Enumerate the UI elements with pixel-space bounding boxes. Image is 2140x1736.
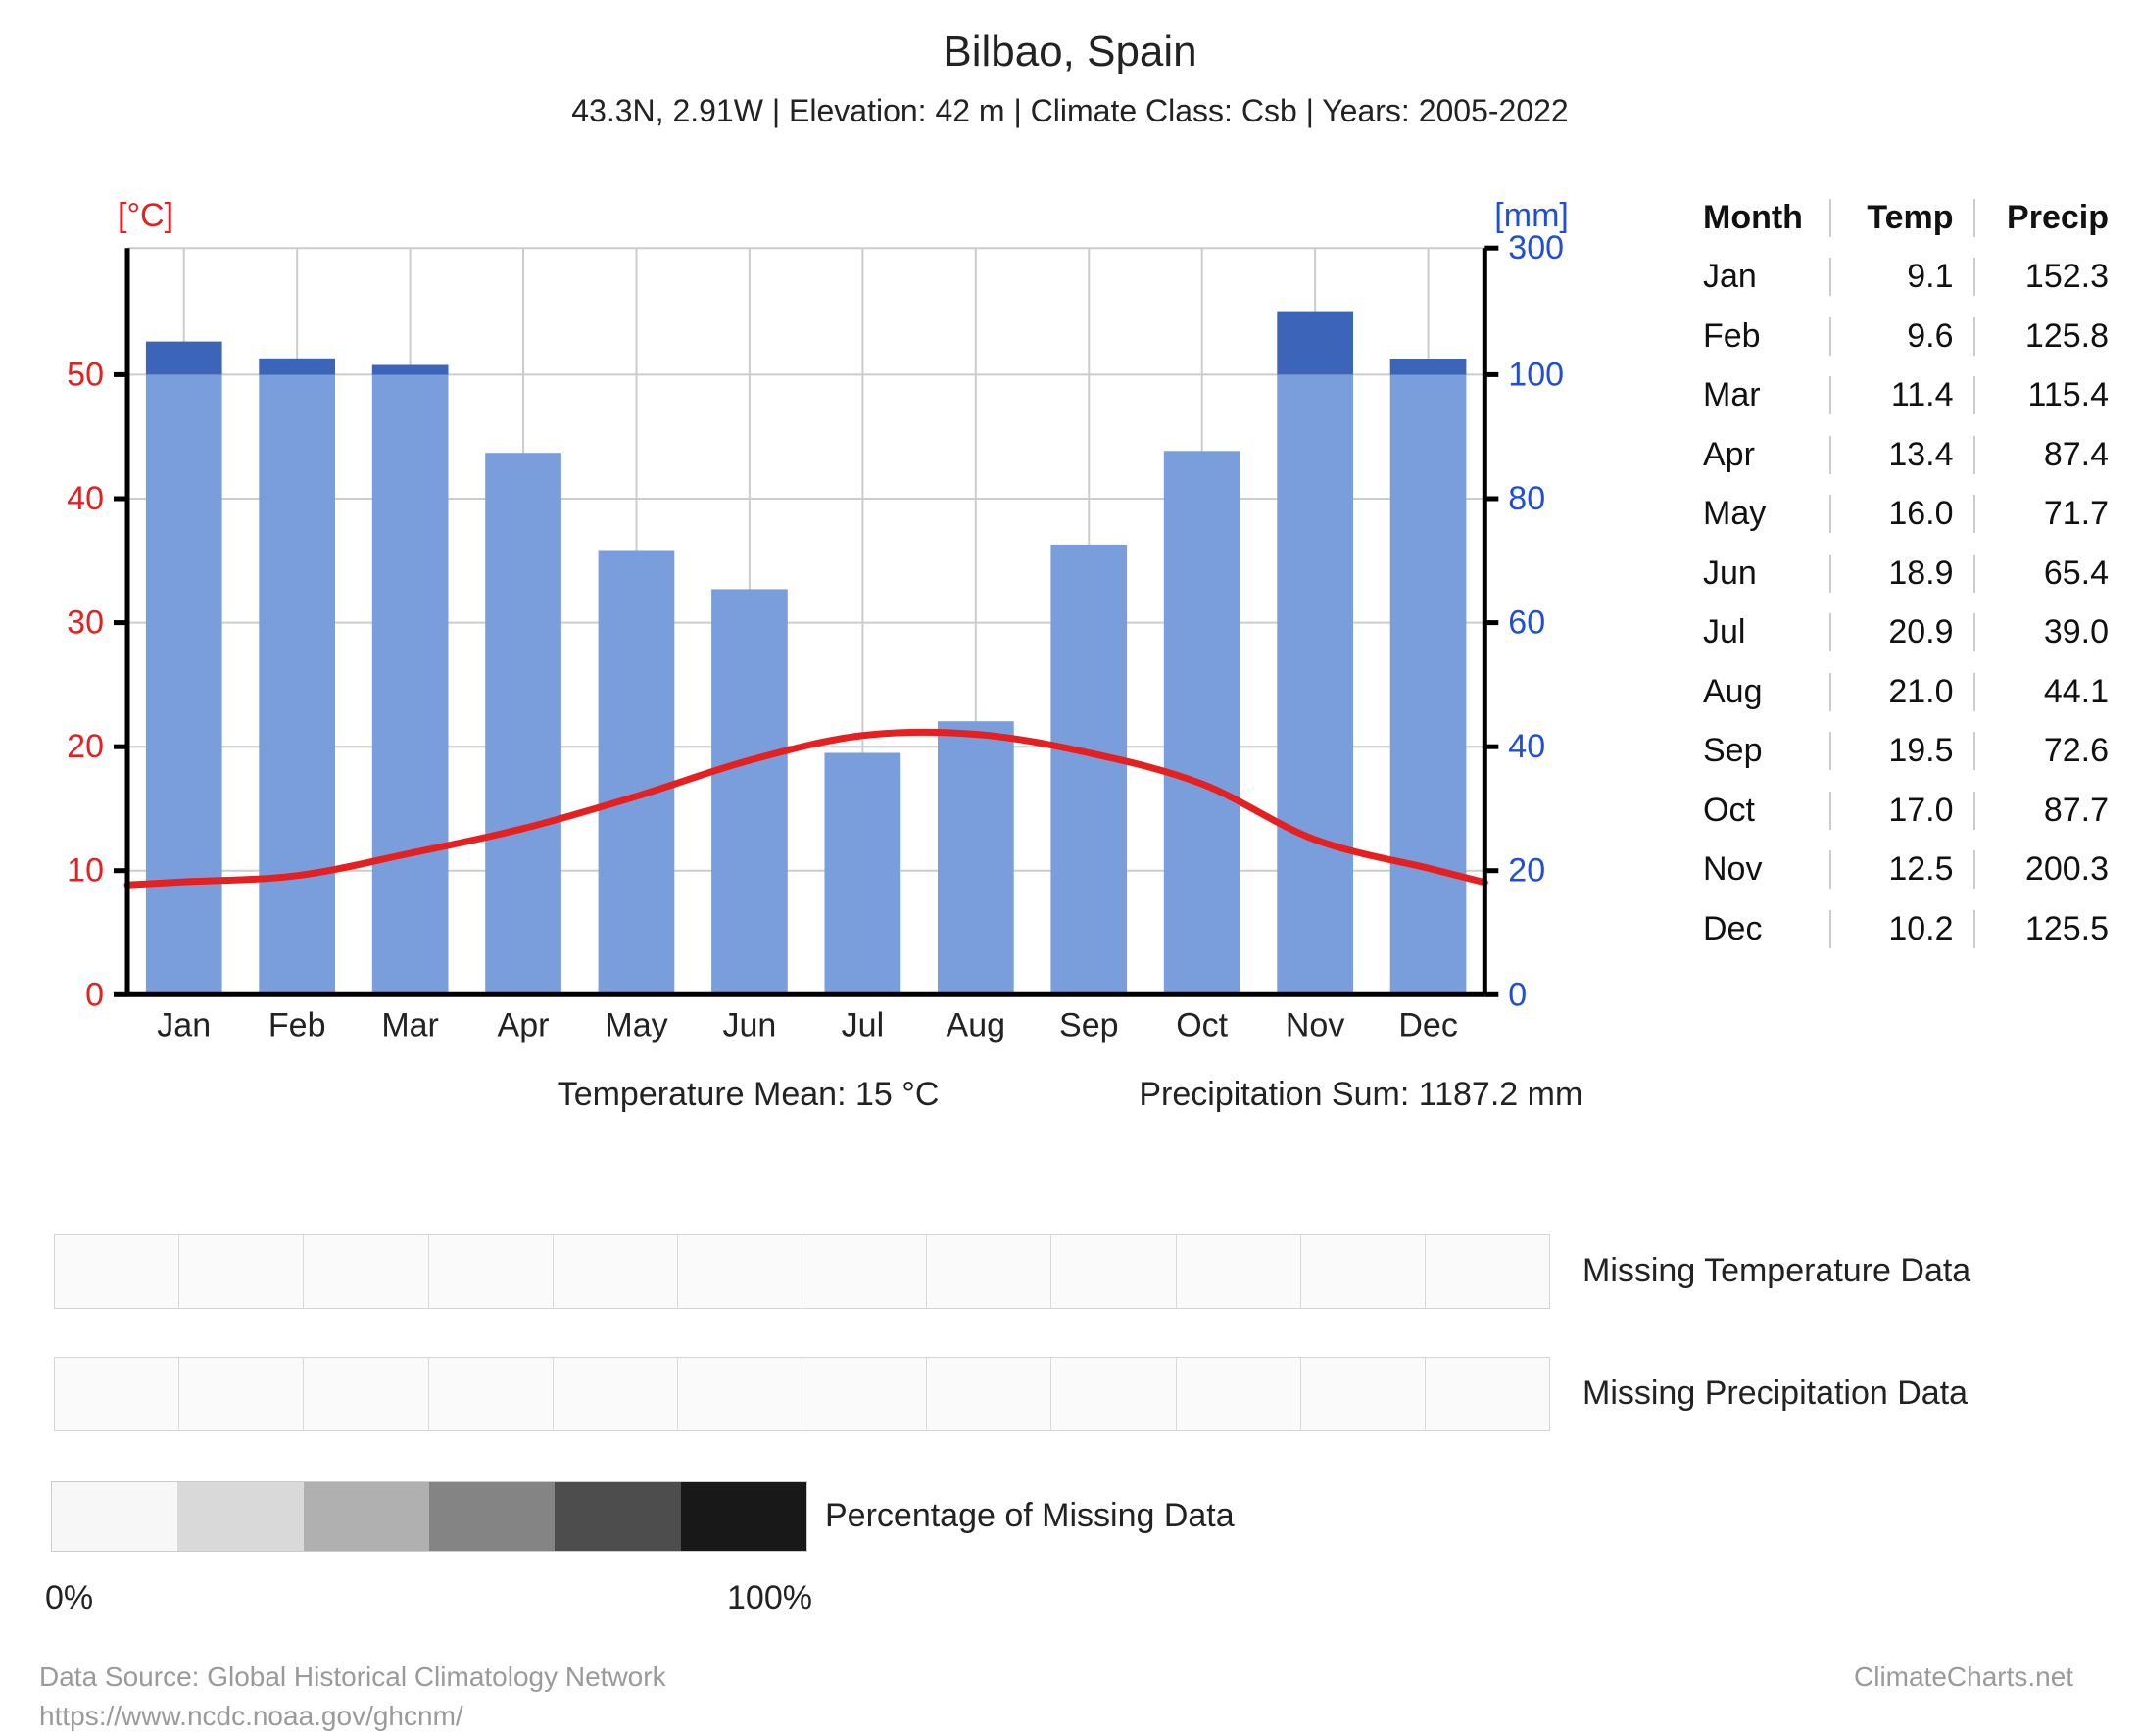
- svg-text:100: 100: [1508, 356, 1564, 393]
- svg-text:Feb: Feb: [268, 1006, 326, 1043]
- svg-text:20: 20: [1508, 852, 1545, 890]
- svg-text:[mm]: [mm]: [1494, 197, 1569, 234]
- svg-text:10: 10: [67, 852, 104, 890]
- svg-text:300: 300: [1508, 229, 1564, 266]
- svg-text:Oct: Oct: [1176, 1006, 1228, 1043]
- svg-text:Jan: Jan: [157, 1006, 211, 1043]
- svg-text:50: 50: [67, 356, 104, 393]
- svg-text:May: May: [605, 1006, 667, 1043]
- svg-text:80: 80: [1508, 480, 1545, 517]
- svg-text:0: 0: [85, 976, 104, 1013]
- svg-text:Aug: Aug: [947, 1006, 1006, 1043]
- svg-text:40: 40: [1508, 728, 1545, 765]
- svg-text:Jun: Jun: [722, 1006, 776, 1043]
- svg-text:Nov: Nov: [1286, 1006, 1344, 1043]
- svg-text:Sep: Sep: [1059, 1006, 1119, 1043]
- svg-text:40: 40: [67, 480, 104, 517]
- svg-text:Dec: Dec: [1398, 1006, 1457, 1043]
- svg-text:Mar: Mar: [381, 1006, 439, 1043]
- svg-text:Jul: Jul: [842, 1006, 884, 1043]
- svg-text:60: 60: [1508, 604, 1545, 642]
- svg-text:Apr: Apr: [498, 1006, 550, 1043]
- svg-text:30: 30: [67, 604, 104, 642]
- svg-text:20: 20: [67, 728, 104, 765]
- svg-text:[°C]: [°C]: [118, 197, 173, 234]
- svg-text:0: 0: [1508, 976, 1527, 1013]
